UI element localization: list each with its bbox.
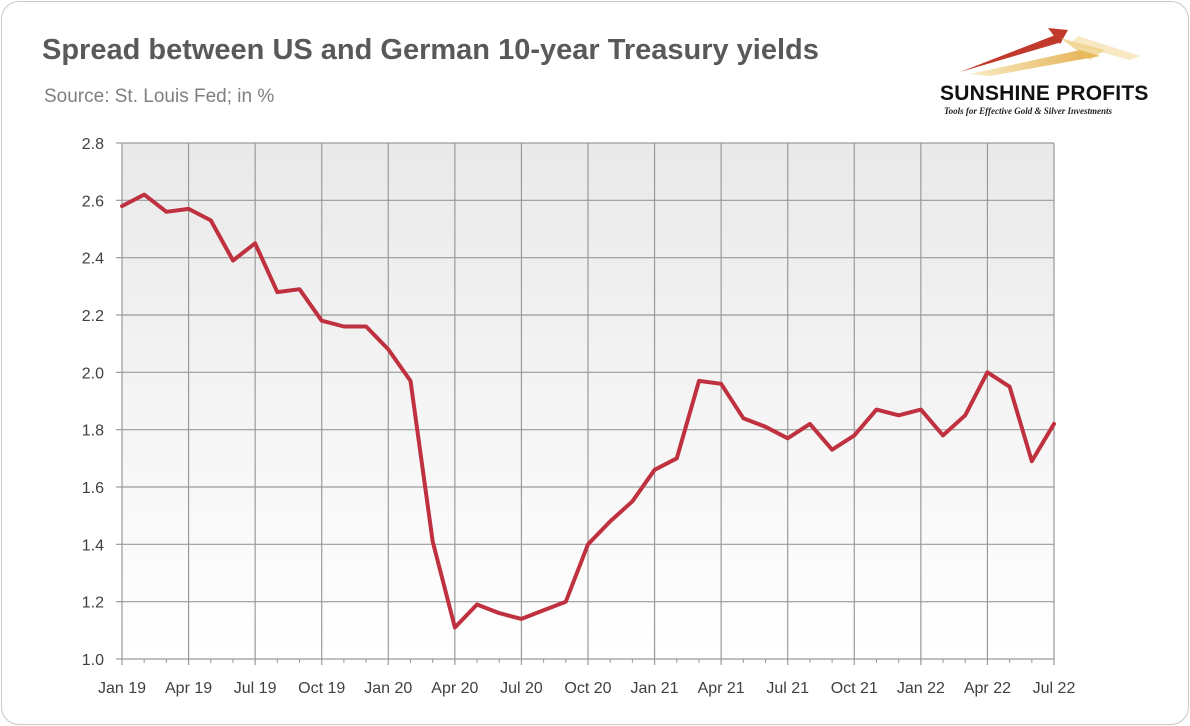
x-tick-label: Jul 20 [500,680,543,697]
x-tick-label: Jan 19 [98,680,146,697]
sunshine-profits-arrow-icon [960,28,1140,76]
x-tick-label: Oct 21 [831,680,878,697]
x-tick-label: Apr 20 [431,680,478,697]
spread-series-line [120,192,1056,630]
x-tick-label: Apr 22 [964,680,1011,697]
y-tick-label: 1.0 [82,652,104,669]
x-tick-label: Apr 21 [698,680,745,697]
x-tick-label: Jan 22 [897,680,945,697]
y-tick-label: 2.8 [82,136,104,153]
y-tick-label: 2.0 [82,365,104,382]
gridlines [121,142,1055,665]
y-tick-label: 1.2 [82,595,104,612]
logo-name: SUNSHINE PROFITS [940,82,1149,105]
chart-subtitle: Source: St. Louis Fed; in % [44,86,275,107]
series-layer [120,192,1056,630]
logo-tagline: Tools for Effective Gold & Silver Invest… [944,106,1112,116]
y-tick-label: 2.4 [82,251,104,268]
x-tick-label: Oct 20 [564,680,611,697]
x-tick-label: Jan 21 [631,680,679,697]
sunshine-profits-logo: SUNSHINE PROFITS Tools for Effective Gol… [930,20,1170,120]
x-tick-label: Jan 20 [364,680,412,697]
y-axis: 1.0 1.2 1.4 1.6 1.8 2.0 2.2 2.4 2.6 2.8 [82,136,122,669]
x-tick-label: Jul 19 [234,680,277,697]
x-tick-label: Apr 19 [165,680,212,697]
y-tick-label: 1.4 [82,537,104,554]
x-tick-label: Jul 21 [766,680,809,697]
x-tick-label: Oct 19 [298,680,345,697]
y-tick-label: 2.6 [82,193,104,210]
x-axis: Jan 19 Apr 19 Jul 19 Oct 19 Jan 20 Apr 20 Jul … [98,659,1075,697]
y-tick-label: 1.8 [82,423,104,440]
chart-title: Spread between US and German 10-year Tre… [42,34,819,66]
y-tick-label: 1.6 [82,480,104,497]
y-tick-label: 2.2 [82,308,104,325]
x-tick-label: Jul 22 [1033,680,1076,697]
